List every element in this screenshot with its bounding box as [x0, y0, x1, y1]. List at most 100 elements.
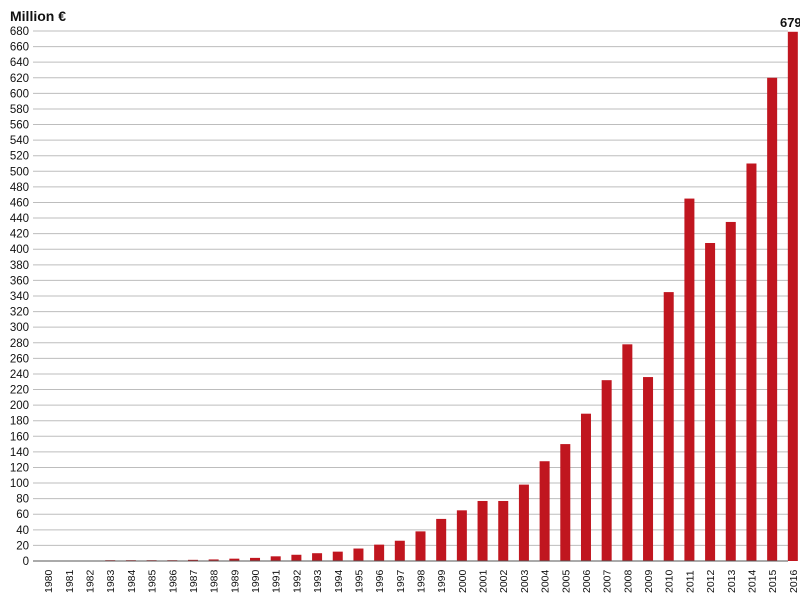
y-tick-label: 260 — [10, 353, 29, 365]
y-tick-label: 220 — [10, 385, 29, 397]
bar — [767, 77, 778, 561]
bar — [477, 500, 488, 561]
y-tick-label: 500 — [10, 166, 29, 178]
y-axis-title: Million € — [10, 8, 66, 24]
y-tick-label: 440 — [10, 213, 29, 225]
y-tick-label: 320 — [10, 307, 29, 319]
x-tick-label: 2009 — [643, 569, 655, 593]
x-tick-label: 1983 — [105, 569, 117, 593]
x-tick-label: 2008 — [622, 569, 634, 593]
x-tick-label: 1985 — [147, 569, 159, 593]
gridlines — [33, 30, 788, 562]
x-tick-label: 1999 — [436, 569, 448, 593]
bar — [498, 500, 509, 561]
y-tick-label: 380 — [10, 260, 29, 272]
x-tick-label: 1994 — [333, 569, 345, 593]
bar — [643, 377, 654, 561]
y-tick-label: 620 — [10, 73, 29, 85]
y-tick-label: 40 — [16, 525, 29, 537]
x-tick-label: 1980 — [43, 569, 55, 593]
x-tick-label: 2007 — [602, 569, 614, 593]
bar — [270, 556, 281, 561]
x-tick-label: 2015 — [767, 569, 779, 593]
bar — [229, 558, 240, 561]
bar — [436, 518, 447, 561]
y-tick-label: 600 — [10, 88, 29, 100]
bar — [705, 243, 716, 561]
x-tick-label: 2001 — [478, 569, 490, 593]
bar — [580, 413, 591, 561]
x-tick-label: 1984 — [126, 569, 138, 593]
bar — [601, 380, 612, 561]
bar — [746, 163, 757, 561]
x-tick-label: 2004 — [540, 569, 552, 593]
x-tick-label: 1998 — [416, 569, 428, 593]
x-tick-label: 2002 — [498, 569, 510, 593]
x-tick-label: 1982 — [85, 569, 97, 593]
x-tick-label: 1997 — [395, 569, 407, 593]
y-tick-label: 420 — [10, 229, 29, 241]
y-tick-label: 160 — [10, 431, 29, 443]
bar — [394, 540, 405, 561]
bar — [312, 553, 323, 561]
x-tick-label: 2012 — [705, 569, 717, 593]
y-tick-label: 60 — [16, 509, 29, 521]
bar — [663, 292, 674, 561]
x-tick-label: 1988 — [209, 569, 221, 593]
bar — [353, 548, 364, 561]
x-tick-label: 1991 — [271, 569, 283, 593]
y-tick-label: 480 — [10, 182, 29, 194]
x-tick-label: 2011 — [684, 570, 696, 593]
bar — [208, 559, 219, 561]
y-tick-label: 540 — [10, 135, 29, 147]
x-tick-label: 1995 — [353, 569, 365, 593]
bar — [787, 31, 798, 561]
bar — [415, 531, 426, 561]
x-axis-ticks: 1980 1981 1982 1983 1984 1985 1986 1987 1988 1989… — [43, 569, 800, 593]
y-tick-label: 680 — [10, 26, 29, 38]
y-tick-label: 280 — [10, 338, 29, 350]
y-tick-label: 340 — [10, 291, 29, 303]
y-tick-label: 20 — [16, 540, 29, 552]
data-labels: 679 — [780, 15, 800, 30]
y-tick-label: 560 — [10, 120, 29, 132]
bars — [105, 31, 798, 562]
y-tick-label: 460 — [10, 197, 29, 209]
x-tick-label: 2010 — [664, 569, 676, 593]
x-tick-label: 1992 — [291, 569, 303, 593]
x-tick-label: 1989 — [229, 569, 241, 593]
y-tick-label: 400 — [10, 244, 29, 256]
x-tick-label: 2005 — [560, 569, 572, 593]
y-axis-ticks: 0 20 40 60 80 100 120 140 160 180 200 220 240 260 280 3… — [10, 26, 29, 568]
bar — [291, 554, 302, 561]
x-tick-label: 2003 — [519, 569, 531, 593]
y-tick-label: 80 — [16, 494, 29, 506]
y-tick-label: 300 — [10, 322, 29, 334]
y-tick-label: 360 — [10, 275, 29, 287]
y-tick-label: 640 — [10, 57, 29, 69]
y-tick-label: 200 — [10, 400, 29, 412]
y-tick-label: 240 — [10, 369, 29, 381]
bar — [518, 484, 529, 561]
x-tick-label: 2013 — [726, 569, 738, 593]
x-tick-label: 1990 — [250, 569, 262, 593]
x-tick-label: 2000 — [457, 569, 469, 593]
x-tick-label: 1986 — [167, 569, 179, 593]
y-tick-label: 0 — [23, 556, 29, 568]
x-tick-label: 1993 — [312, 569, 324, 593]
bar — [456, 510, 467, 561]
bar — [725, 221, 736, 562]
y-tick-label: 140 — [10, 447, 29, 459]
y-tick-label: 660 — [10, 42, 29, 54]
x-tick-label: 1996 — [374, 569, 386, 593]
bar — [187, 559, 198, 561]
bar — [560, 444, 571, 561]
y-tick-label: 180 — [10, 416, 29, 428]
bar — [684, 198, 695, 561]
y-tick-label: 120 — [10, 462, 29, 474]
x-tick-label: 2014 — [746, 569, 758, 593]
y-tick-label: 100 — [10, 478, 29, 490]
y-tick-label: 580 — [10, 104, 29, 116]
y-tick-label: 520 — [10, 151, 29, 163]
